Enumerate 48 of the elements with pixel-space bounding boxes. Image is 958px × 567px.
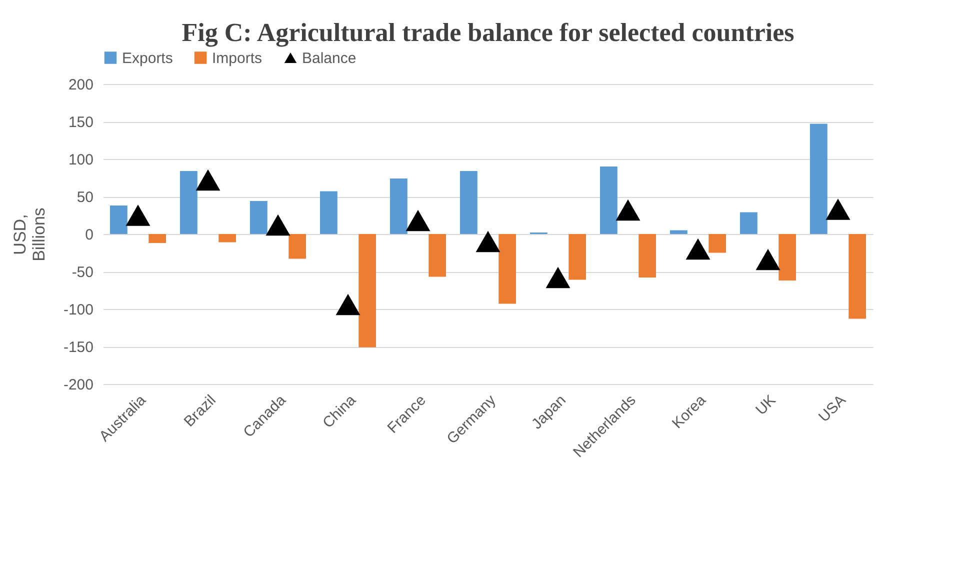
point (756, 248, 780, 270)
bar (390, 178, 408, 234)
bar (428, 234, 446, 277)
bar (848, 234, 866, 319)
point (686, 238, 710, 260)
bar (810, 124, 828, 234)
bar (358, 234, 376, 348)
point (616, 199, 640, 221)
point (476, 230, 500, 252)
y-tick-label: 200 (68, 76, 94, 94)
bar (218, 234, 236, 242)
bar (148, 234, 166, 243)
bar (250, 201, 268, 234)
y-tick-label: 150 (68, 114, 94, 131)
bar (638, 234, 656, 278)
y-tick-label: 50 (76, 189, 94, 206)
bar (600, 166, 618, 234)
bar (740, 212, 758, 234)
bar (180, 171, 198, 234)
bar (778, 234, 796, 280)
y-axis-title: USD, Billions (10, 208, 48, 262)
point (126, 204, 150, 226)
legend-label: Balance (302, 50, 356, 67)
point (196, 169, 220, 191)
y-tick-label: 100 (68, 152, 94, 168)
bar (460, 171, 478, 234)
y-tick-label: 0 (85, 226, 94, 244)
x-tick-label: UK (752, 392, 780, 419)
legend-label: Imports (212, 50, 262, 67)
bar (498, 234, 516, 304)
x-tick-label: USA (815, 392, 850, 426)
point (336, 294, 360, 316)
point (826, 198, 850, 220)
point (546, 266, 570, 288)
point (406, 210, 430, 232)
bar (670, 230, 688, 234)
bar (708, 234, 726, 253)
bar (110, 206, 128, 234)
bar (288, 234, 306, 259)
bar (320, 191, 338, 234)
y-tick-label: -100 (63, 302, 94, 318)
y-tick-label: -200 (63, 376, 94, 394)
chart-title: Fig C: Agricultural trade balance for selected countries (182, 18, 794, 47)
y-tick-label: -150 (63, 339, 94, 356)
legend-label: Exports (122, 50, 173, 67)
point (266, 214, 290, 236)
bar (568, 234, 586, 280)
y-tick-label: -50 (72, 264, 94, 281)
